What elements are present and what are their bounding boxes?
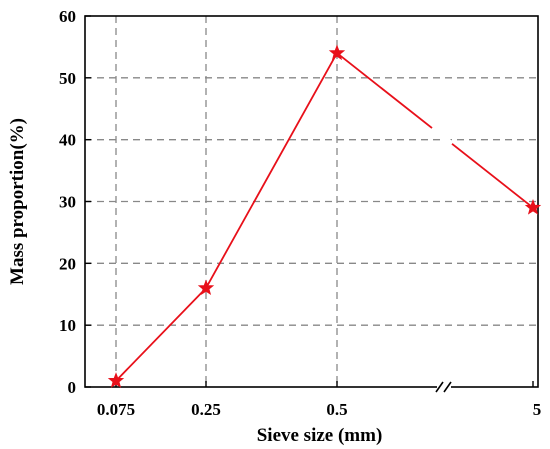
grid-lines [85,16,538,387]
axis-break-slash [443,381,452,393]
data-point-star [107,372,125,388]
x-tick-label: 0.25 [191,400,221,419]
y-tick-label: 40 [59,131,76,150]
y-tick-label: 20 [59,254,76,273]
series-line [115,52,534,382]
data-point-star [197,279,215,296]
y-tick-label: 10 [59,316,76,335]
series-group [107,44,542,388]
line-break-gap [430,126,454,146]
axis-break-slash [435,381,444,393]
x-tick-label: 5 [533,400,542,419]
x-axis-ticks: 0.075 0.25 0.5 5 [97,381,541,419]
axis-break-gap [437,381,451,393]
x-axis-title: Sieve size (mm) [257,425,383,446]
x-tick-label: 0.075 [97,400,135,419]
y-tick-label: 60 [59,7,76,26]
data-point-star [524,199,542,215]
axis-break-mark [435,381,452,393]
y-tick-label: 50 [59,69,76,88]
y-tick-label: 0 [68,378,77,397]
data-point-star [328,44,346,61]
y-tick-label: 30 [59,193,76,212]
y-axis-ticks: 0 10 20 30 40 50 60 [59,7,91,397]
y-axis-title: Mass proportion(%) [7,118,28,285]
x-tick-label: 0.5 [326,400,347,419]
